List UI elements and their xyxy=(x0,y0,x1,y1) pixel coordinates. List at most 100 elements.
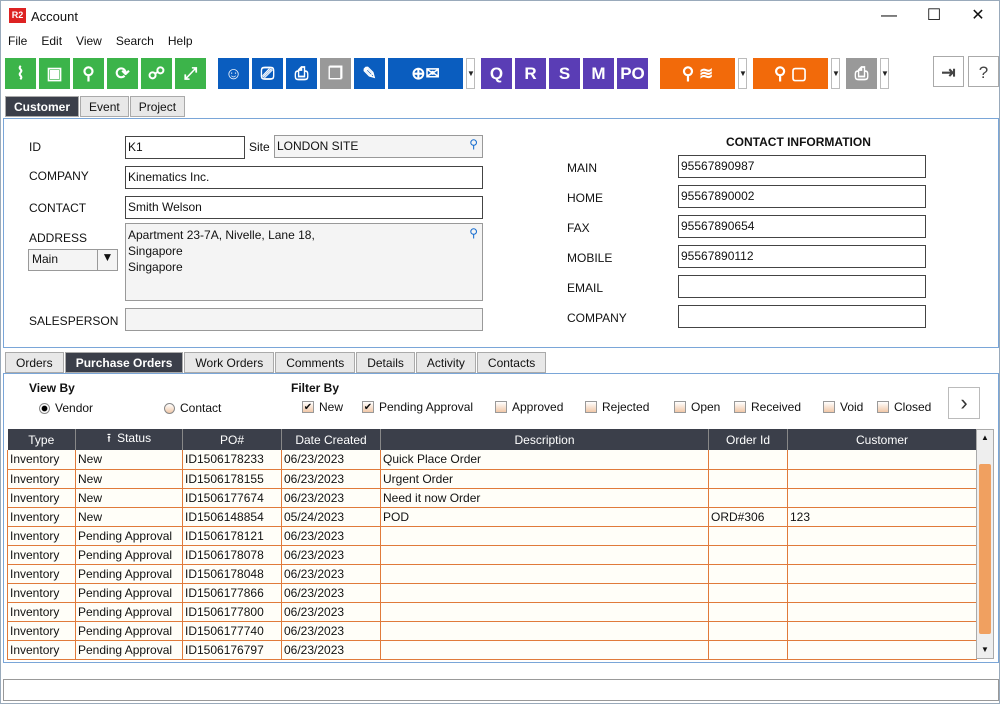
scroll-down-icon[interactable]: ▼ xyxy=(981,645,989,654)
cell-po-: ID1506177866 xyxy=(182,583,282,603)
search-icon[interactable]: ⚲ xyxy=(469,226,478,240)
ticket-button[interactable]: ⎚ xyxy=(252,57,283,89)
table-row[interactable]: Inventory New ID1506148854 05/24/2023 POD ORD… xyxy=(7,507,977,527)
filter-closed-checkbox[interactable]: Closed xyxy=(877,400,931,414)
chevron-right-button[interactable]: › xyxy=(948,387,980,419)
fax-field[interactable]: 95567890654 xyxy=(678,215,926,238)
id-field[interactable]: K1 xyxy=(125,136,245,159)
column-header-description[interactable]: Description xyxy=(380,429,709,450)
mobile-field[interactable]: 95567890112 xyxy=(678,245,926,268)
chevron-down-icon[interactable]: ▼ xyxy=(97,250,117,270)
company-field[interactable] xyxy=(678,305,926,328)
dropdown-arrow-icon[interactable]: ▼ xyxy=(738,57,747,89)
dropdown-arrow-icon[interactable]: ▼ xyxy=(466,57,475,89)
home-field[interactable]: 95567890002 xyxy=(678,185,926,208)
subtab-purchase-orders[interactable]: Purchase Orders xyxy=(64,352,184,373)
site-field[interactable]: LONDON SITE ⚲ xyxy=(274,135,483,158)
checkbox-label: Received xyxy=(751,400,802,414)
filter-void-checkbox[interactable]: Void xyxy=(823,400,863,414)
hierarchy-icon: ☍ xyxy=(147,63,166,83)
po-doc-button[interactable]: PO xyxy=(617,57,648,89)
scrollbar-thumb[interactable] xyxy=(979,464,991,634)
table-row[interactable]: Inventory New ID1506177674 06/23/2023 Need i… xyxy=(7,488,977,508)
maximize-button[interactable]: ☐ xyxy=(926,7,942,24)
cell-description xyxy=(380,621,709,641)
main-field[interactable]: 95567890987 xyxy=(678,155,926,178)
exit-button[interactable]: ⇥ xyxy=(933,56,964,87)
fax-button[interactable]: ⎙ xyxy=(846,57,877,89)
filter-new-checkbox[interactable]: ✔ New xyxy=(302,400,343,414)
menu-help[interactable]: Help xyxy=(167,34,193,48)
email-field[interactable] xyxy=(678,275,926,298)
tab-customer[interactable]: Customer xyxy=(5,96,80,117)
tab-event[interactable]: Event xyxy=(80,96,129,117)
subtab-work-orders[interactable]: Work Orders xyxy=(184,352,275,373)
table-row[interactable]: Inventory Pending Approval ID1506177740 06/… xyxy=(7,621,977,641)
table-row[interactable]: Inventory Pending Approval ID1506178048 06/… xyxy=(7,564,977,584)
table-row[interactable]: Inventory Pending Approval ID1506177800 06/… xyxy=(7,602,977,622)
address-type-select[interactable]: Main ▼ xyxy=(28,249,118,271)
edit-form-button[interactable]: ✎ xyxy=(354,57,385,89)
contact-field[interactable]: Smith Welson xyxy=(125,196,483,219)
table-row[interactable]: Inventory New ID1506178155 06/23/2023 Urgent… xyxy=(7,469,977,489)
printer-button[interactable]: ⎙ xyxy=(286,57,317,89)
table-row[interactable]: Inventory New ID1506178233 06/23/2023 Quick … xyxy=(7,450,977,470)
minimize-button[interactable]: — xyxy=(881,7,897,24)
table-row[interactable]: Inventory Pending Approval ID1506177866 06/… xyxy=(7,583,977,603)
filter-open-checkbox[interactable]: Open xyxy=(674,400,720,414)
cell-order-id xyxy=(708,564,788,584)
table-row[interactable]: Inventory Pending Approval ID1506178078 06/… xyxy=(7,545,977,565)
contact-info-title: CONTACT INFORMATION xyxy=(726,135,871,149)
column-header-status[interactable]: ⭱ Status xyxy=(75,429,183,450)
view-by-vendor-radio[interactable]: Vendor xyxy=(39,401,93,415)
tab-project[interactable]: Project xyxy=(129,96,186,117)
menu-search[interactable]: Search xyxy=(115,34,154,48)
dropdown-arrow-icon[interactable]: ▼ xyxy=(880,57,889,89)
scroll-up-icon[interactable]: ▲ xyxy=(981,433,989,442)
search-icon[interactable]: ⚲ xyxy=(469,137,478,151)
cell-status: New xyxy=(75,488,183,508)
column-header-po-[interactable]: PO# xyxy=(182,429,282,450)
table-row[interactable]: Inventory Pending Approval ID1506178121 06/… xyxy=(7,526,977,546)
quote-doc-button[interactable]: Q xyxy=(481,57,512,89)
subtab-comments[interactable]: Comments xyxy=(275,352,356,373)
filter-approved-checkbox[interactable]: Approved xyxy=(495,400,563,414)
search-stack-button[interactable]: ⚲ ≋ xyxy=(660,57,735,89)
filter-rejected-checkbox[interactable]: Rejected xyxy=(585,400,649,414)
menu-view[interactable]: View xyxy=(76,34,102,48)
company-field[interactable]: Kinematics Inc. xyxy=(125,166,483,189)
r-doc-button[interactable]: R xyxy=(515,57,546,89)
salesperson-field[interactable] xyxy=(125,308,483,331)
search-box-button[interactable]: ⚲ ▢ xyxy=(753,57,828,89)
m-doc-button[interactable]: M xyxy=(583,57,614,89)
column-header-date-created[interactable]: Date Created xyxy=(281,429,381,450)
search-button[interactable]: ⚲ xyxy=(73,57,104,89)
refresh-button[interactable]: ⟳ xyxy=(107,57,138,89)
subtab-activity[interactable]: Activity xyxy=(415,352,476,373)
user-button[interactable]: ☺ xyxy=(218,57,249,89)
broom-button[interactable]: ⌇ xyxy=(5,57,36,89)
address-field[interactable]: Apartment 23-7A, Nivelle, Lane 18, Singa… xyxy=(125,223,483,301)
filter-pending-approval-checkbox[interactable]: ✔ Pending Approval xyxy=(362,400,473,414)
vertical-scrollbar[interactable]: ▲ ▼ xyxy=(976,429,994,659)
menu-edit[interactable]: Edit xyxy=(41,34,63,48)
add-email-button[interactable]: ⊕✉ xyxy=(388,57,463,89)
save-button[interactable]: ▣ xyxy=(39,57,70,89)
subtab-contacts[interactable]: Contacts xyxy=(476,352,547,373)
filter-received-checkbox[interactable]: Received xyxy=(734,400,801,414)
column-header-order-id[interactable]: Order Id xyxy=(708,429,788,450)
menu-file[interactable]: File xyxy=(8,34,28,48)
copy-button[interactable]: ❐ xyxy=(320,57,351,89)
hierarchy-button[interactable]: ☍ xyxy=(141,57,172,89)
dropdown-arrow-icon[interactable]: ▼ xyxy=(831,57,840,89)
subtab-details[interactable]: Details xyxy=(356,352,415,373)
expand-button[interactable]: ⤢ xyxy=(175,57,206,89)
table-row[interactable]: Inventory Pending Approval ID1506176797 06/… xyxy=(7,640,977,660)
column-header-customer[interactable]: Customer xyxy=(787,429,977,450)
close-button[interactable]: ✕ xyxy=(971,7,985,24)
help-button[interactable]: ? xyxy=(968,56,999,87)
view-by-contact-radio[interactable]: Contact xyxy=(164,401,221,415)
subtab-orders[interactable]: Orders xyxy=(5,352,64,373)
column-header-type[interactable]: Type xyxy=(7,429,76,450)
s-doc-button[interactable]: S xyxy=(549,57,580,89)
